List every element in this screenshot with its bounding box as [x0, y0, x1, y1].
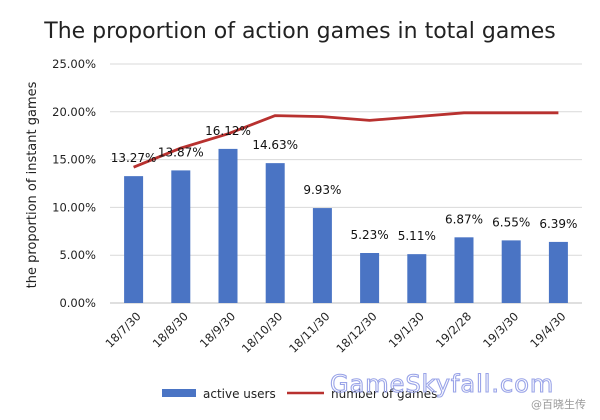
- data-label: 14.63%: [252, 138, 298, 152]
- y-tick-label: 0.00%: [59, 296, 96, 310]
- bar-active-users: [312, 208, 332, 303]
- x-tick-label: 18/8/30: [150, 309, 191, 350]
- data-label: 6.55%: [492, 215, 530, 229]
- line-number-of-games: [133, 111, 559, 169]
- x-tick-label: 19/2/28: [433, 309, 474, 350]
- bar-active-users: [548, 241, 568, 303]
- y-tick-label: 15.00%: [52, 153, 96, 167]
- x-tick-label: 18/11/30: [286, 309, 332, 355]
- data-label: 13.27%: [111, 151, 157, 165]
- bar-active-users: [265, 163, 285, 303]
- watermark: GameSkyfall.com: [330, 370, 554, 398]
- chart-title: The proportion of action games in total …: [43, 19, 556, 44]
- bar-active-users: [407, 254, 427, 303]
- bar-active-users: [360, 253, 380, 303]
- x-tick-labels: 18/7/30 18/8/30 18/9/30 18/10/30 18/11/30 18/…: [102, 309, 568, 355]
- data-label: 13.87%: [158, 145, 204, 159]
- x-tick-label: 19/1/30: [386, 309, 427, 350]
- bars: [124, 148, 568, 303]
- bar-active-users: [454, 237, 474, 303]
- bar-active-users: [501, 240, 521, 303]
- data-label: 5.23%: [351, 228, 389, 242]
- watermark-secondary: @百晓生传: [531, 397, 586, 411]
- x-tick-label: 18/7/30: [102, 309, 143, 350]
- y-tick-label: 25.00%: [52, 57, 96, 71]
- legend-label-number-of-games: number of games: [331, 387, 437, 401]
- data-label: 6.87%: [445, 212, 483, 226]
- x-tick-label: 18/10/30: [239, 309, 285, 355]
- data-label: 9.93%: [303, 183, 341, 197]
- y-axis-label: the proportion of instant games: [25, 81, 40, 288]
- bar-active-users: [218, 148, 238, 303]
- line-series: [133, 111, 559, 169]
- x-tick-label: 18/9/30: [197, 309, 238, 350]
- y-tick-labels: 0.00% 5.00% 10.00% 15.00% 20.00% 25.00%: [52, 57, 96, 310]
- x-tick-label: 19/4/30: [527, 309, 568, 350]
- y-tick-label: 10.00%: [52, 200, 96, 214]
- x-tick-label: 19/3/30: [480, 309, 521, 350]
- data-label: 5.11%: [398, 229, 436, 243]
- x-tick-label: 18/12/30: [333, 309, 379, 355]
- bar-active-users: [171, 170, 191, 303]
- y-tick-label: 20.00%: [52, 105, 96, 119]
- legend-label-active-users: active users: [203, 387, 276, 401]
- data-label: 6.39%: [539, 217, 577, 231]
- data-labels: 13.27% 13.87%16.12%14.63% 9.93% 5.23% 5.11% 6…: [111, 124, 578, 243]
- bar-active-users: [124, 176, 144, 303]
- y-tick-label: 5.00%: [59, 248, 96, 262]
- legend-swatch-active-users: [162, 389, 196, 397]
- data-label: 16.12%: [205, 124, 251, 138]
- legend: active users number of games: [162, 387, 437, 401]
